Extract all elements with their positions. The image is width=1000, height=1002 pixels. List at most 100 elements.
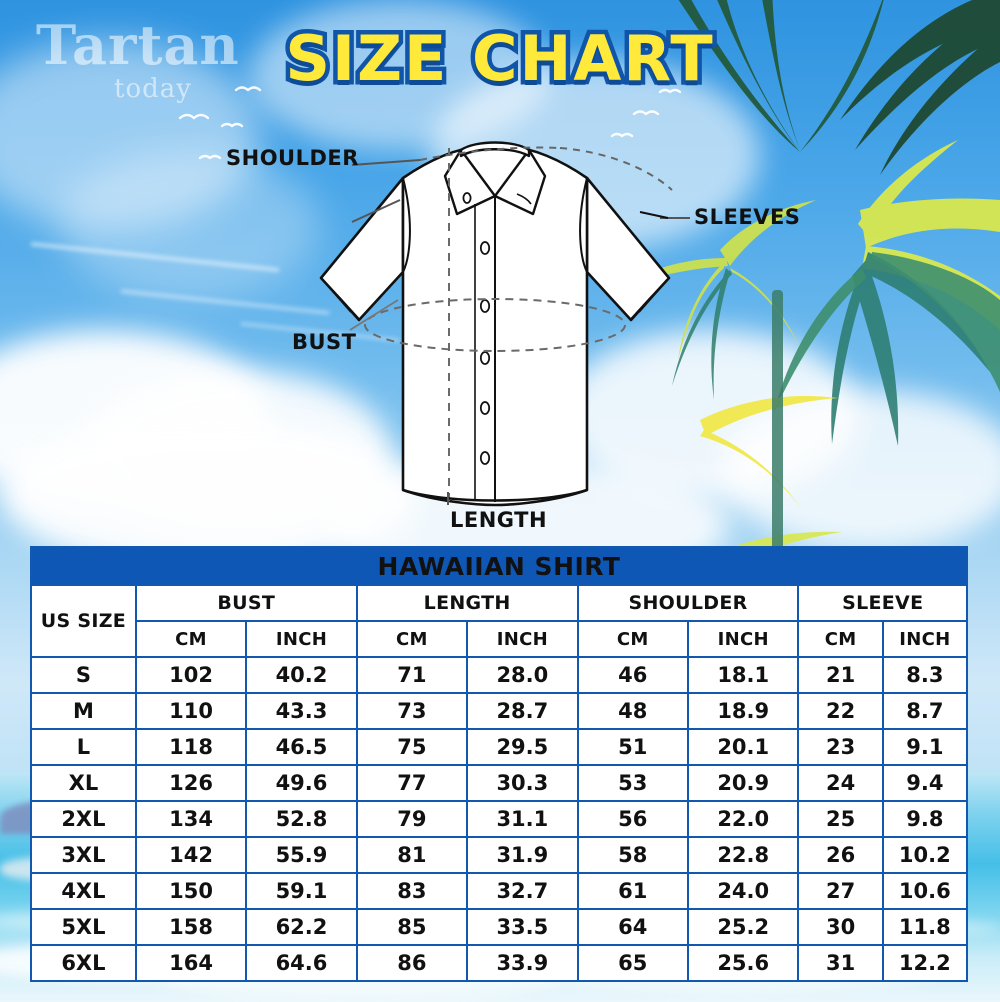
cell-measure: 126	[134, 764, 248, 802]
table-unit-header-row: CM INCH CM INCH CM INCH CM INCH	[31, 620, 969, 658]
cell-measure: 10.2	[881, 836, 969, 874]
cell-measure: 77	[355, 764, 469, 802]
cell-measure: 110	[134, 692, 248, 730]
cell-measure: 29.5	[466, 728, 579, 766]
header-group-bust: BUST	[134, 584, 358, 622]
cell-measure: 22.0	[687, 800, 800, 838]
table-row: M 110 43.3 73 28.7 48 18.9 22 8.7	[30, 692, 969, 730]
cell-measure: 28.0	[466, 656, 579, 694]
page-title: SIZE CHART	[281, 18, 717, 100]
cell-us-size: L	[30, 728, 137, 766]
cell-measure: 46.5	[245, 728, 358, 766]
cell-measure: 55.9	[245, 836, 358, 874]
header-unit-length-cm: CM	[355, 620, 469, 658]
cell-measure: 31.9	[466, 836, 579, 874]
cell-measure: 22.8	[687, 836, 800, 874]
cell-measure: 24.0	[687, 872, 800, 910]
cell-measure: 142	[134, 836, 248, 874]
cell-us-size: 4XL	[30, 872, 137, 910]
cell-measure: 22	[797, 692, 884, 730]
header-us-size: US SIZE	[30, 584, 137, 658]
header-unit-shoulder-inch: INCH	[687, 620, 800, 658]
cell-measure: 158	[134, 908, 248, 946]
table-band-row: HAWAIIAN SHIRT	[30, 546, 968, 586]
cell-measure: 64	[576, 908, 690, 946]
table-row: 5XL 158 62.2 85 33.5 64 25.2 30 11.8	[30, 908, 969, 946]
cell-measure: 51	[576, 728, 690, 766]
shirt-diagram	[285, 130, 705, 530]
cell-measure: 31	[797, 944, 884, 982]
cell-measure: 33.5	[466, 908, 579, 946]
table-row: XL 126 49.6 77 30.3 53 20.9 24 9.4	[30, 764, 969, 802]
cell-measure: 12.2	[881, 944, 969, 982]
size-table: HAWAIIAN SHIRT US SIZE BUST LENGTH SHOUL…	[30, 546, 969, 982]
cell-measure: 75	[355, 728, 469, 766]
cell-measure: 46	[576, 656, 690, 694]
cell-measure: 25.6	[687, 944, 800, 982]
cell-measure: 62.2	[245, 908, 358, 946]
header-unit-bust-cm: CM	[134, 620, 248, 658]
table-row: 3XL 142 55.9 81 31.9 58 22.8 26 10.2	[30, 836, 969, 874]
cell-measure: 31.1	[466, 800, 579, 838]
cell-measure: 52.8	[245, 800, 358, 838]
cell-measure: 18.1	[687, 656, 800, 694]
table-row: L 118 46.5 75 29.5 51 20.1 23 9.1	[30, 728, 969, 766]
cell-us-size: 2XL	[30, 800, 137, 838]
cell-measure: 25.2	[687, 908, 800, 946]
cell-measure: 81	[355, 836, 469, 874]
table-group-header-row: US SIZE BUST LENGTH SHOULDER SLEEVE	[30, 584, 968, 658]
header-unit-length-inch: INCH	[466, 620, 579, 658]
cell-measure: 30.3	[466, 764, 579, 802]
header-group-shoulder: SHOULDER	[576, 584, 800, 622]
label-sleeves: SLEEVES	[694, 205, 801, 229]
header-unit-sleeve-cm: CM	[797, 620, 884, 658]
header-unit-shoulder-cm: CM	[576, 620, 690, 658]
cell-measure: 9.4	[881, 764, 969, 802]
cell-measure: 85	[355, 908, 469, 946]
table-row: S 102 40.2 71 28.0 46 18.1 21 8.3	[30, 656, 969, 694]
label-length: LENGTH	[450, 508, 548, 532]
cell-measure: 134	[134, 800, 248, 838]
cell-measure: 9.1	[881, 728, 969, 766]
size-table-container: HAWAIIAN SHIRT US SIZE BUST LENGTH SHOUL…	[30, 546, 969, 982]
cell-measure: 150	[134, 872, 248, 910]
cell-measure: 9.8	[881, 800, 969, 838]
cell-us-size: 6XL	[30, 944, 137, 982]
cell-measure: 30	[797, 908, 884, 946]
cell-us-size: 5XL	[30, 908, 137, 946]
cell-measure: 27	[797, 872, 884, 910]
table-row: 2XL 134 52.8 79 31.1 56 22.0 25 9.8	[30, 800, 969, 838]
cell-measure: 23	[797, 728, 884, 766]
label-shoulder: SHOULDER	[226, 146, 359, 170]
label-bust: BUST	[292, 330, 357, 354]
cell-measure: 26	[797, 836, 884, 874]
header-group-sleeve: SLEEVE	[797, 584, 968, 622]
cell-measure: 118	[134, 728, 248, 766]
cell-measure: 65	[576, 944, 690, 982]
cell-measure: 83	[355, 872, 469, 910]
cell-measure: 21	[797, 656, 884, 694]
cell-us-size: XL	[30, 764, 137, 802]
cell-measure: 58	[576, 836, 690, 874]
cell-measure: 8.3	[881, 656, 969, 694]
cell-measure: 56	[576, 800, 690, 838]
cell-measure: 86	[355, 944, 469, 982]
cell-measure: 164	[134, 944, 248, 982]
header-group-length: LENGTH	[355, 584, 579, 622]
cell-us-size: S	[30, 656, 137, 694]
cell-measure: 10.6	[881, 872, 969, 910]
cell-measure: 33.9	[466, 944, 579, 982]
cell-measure: 79	[355, 800, 469, 838]
table-row: 6XL 164 64.6 86 33.9 65 25.6 31 12.2	[30, 944, 969, 982]
cell-us-size: M	[30, 692, 137, 730]
table-row: 4XL 150 59.1 83 32.7 61 24.0 27 10.6	[30, 872, 969, 910]
cell-measure: 28.7	[466, 692, 579, 730]
cell-measure: 8.7	[881, 692, 969, 730]
cell-measure: 53	[576, 764, 690, 802]
cell-measure: 49.6	[245, 764, 358, 802]
cell-measure: 61	[576, 872, 690, 910]
cell-measure: 48	[576, 692, 690, 730]
cell-measure: 71	[355, 656, 469, 694]
